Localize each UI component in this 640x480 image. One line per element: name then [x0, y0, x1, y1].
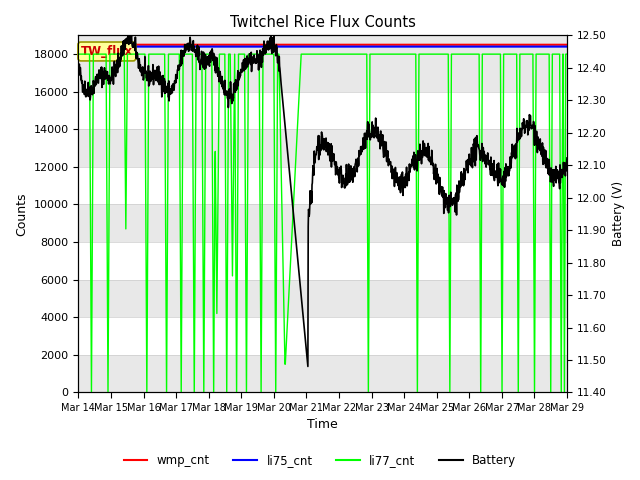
Bar	[79, 129, 567, 167]
Bar	[79, 36, 567, 54]
Bar	[79, 54, 567, 92]
Bar	[79, 204, 567, 242]
Y-axis label: Counts: Counts	[15, 192, 28, 236]
Bar	[79, 280, 567, 317]
Legend: wmp_cnt, li75_cnt, li77_cnt, Battery: wmp_cnt, li75_cnt, li77_cnt, Battery	[119, 449, 521, 472]
Bar	[79, 355, 567, 393]
Title: Twitchel Rice Flux Counts: Twitchel Rice Flux Counts	[230, 15, 415, 30]
X-axis label: Time: Time	[307, 419, 338, 432]
Y-axis label: Battery (V): Battery (V)	[612, 181, 625, 246]
Text: TW_flux: TW_flux	[81, 45, 133, 58]
